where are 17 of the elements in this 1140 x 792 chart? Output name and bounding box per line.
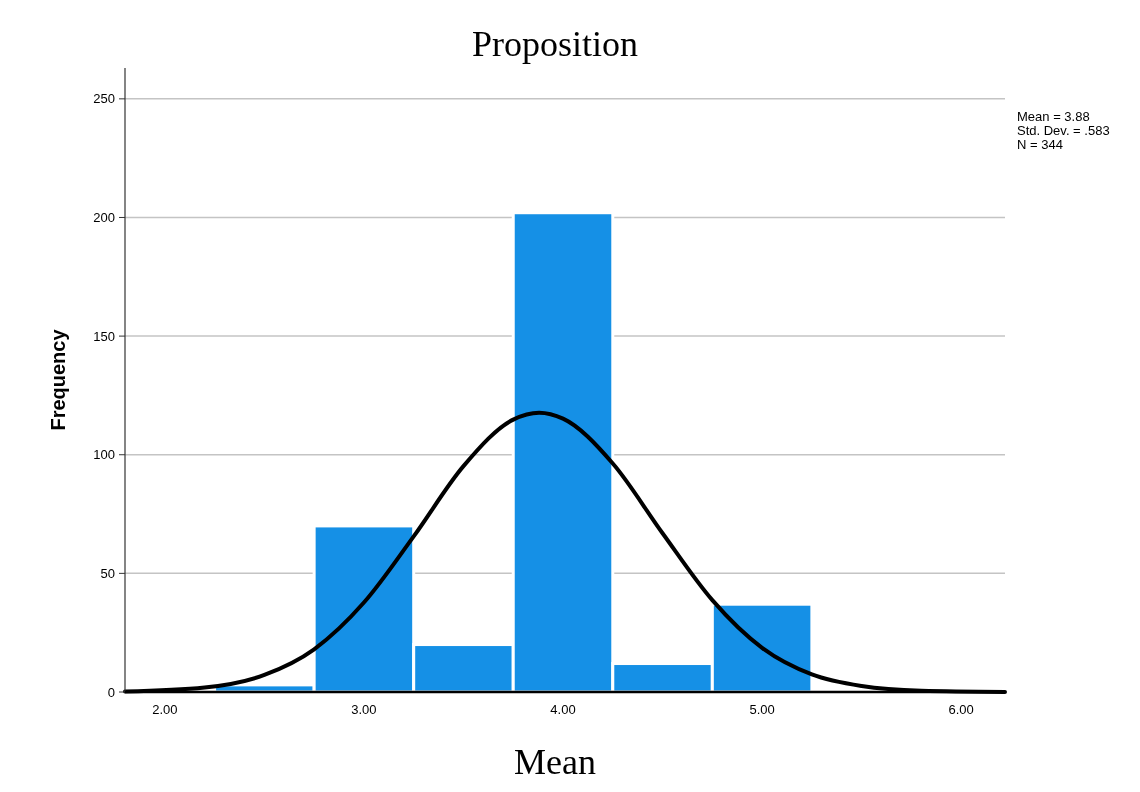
chart-title: Proposition xyxy=(471,24,639,64)
y-tick-label: 0 xyxy=(107,684,115,700)
text: Std. Dev. = .583 xyxy=(1017,123,1110,138)
x-tick-label: 4.00 xyxy=(550,702,576,717)
x-tick-label: 2.00 xyxy=(152,702,178,717)
y-tick-label: 50 xyxy=(100,565,115,581)
y-axis-title: Frequency xyxy=(47,328,69,431)
y-tick-label: 100 xyxy=(93,447,115,463)
x-tick-label: 3.00 xyxy=(351,702,377,717)
x-axis-title: Mean xyxy=(514,742,596,782)
x-tick-label: 5.00 xyxy=(749,702,775,717)
y-tick-label: 250 xyxy=(93,91,115,107)
x-tick-label: 6.00 xyxy=(948,702,974,717)
text: Mean = 3.88 xyxy=(1017,109,1090,124)
y-tick-label: 200 xyxy=(93,210,115,226)
text: N = 344 xyxy=(1017,137,1063,152)
y-tick-label: 150 xyxy=(93,328,115,344)
